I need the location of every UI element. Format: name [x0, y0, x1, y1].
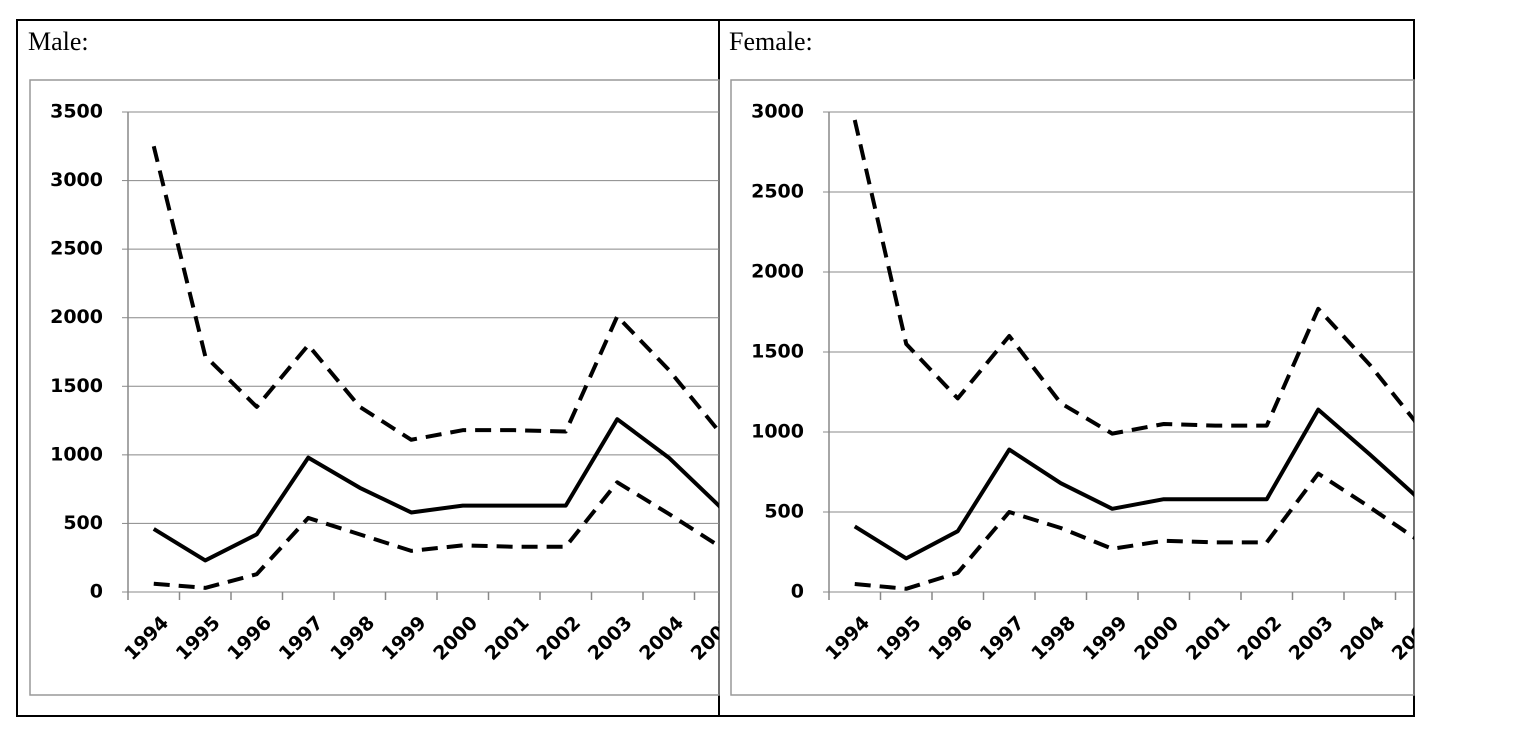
- y-tick-label: 1000: [751, 421, 804, 443]
- x-tick-label: 2004: [635, 612, 688, 665]
- data-line: [852, 119, 1414, 436]
- y-tick-label: 2000: [751, 261, 804, 283]
- x-tick-label: 2000: [429, 612, 482, 665]
- y-tick-label: 2500: [751, 181, 804, 203]
- y-tick-label: 3000: [751, 101, 804, 123]
- plot-frame: [29, 79, 720, 696]
- y-tick-label: 500: [764, 501, 804, 523]
- outer-frame: [16, 19, 1415, 717]
- x-tick-label: 1999: [1079, 612, 1132, 665]
- x-tick-label: 1995: [873, 612, 926, 665]
- chart-title: Female:: [729, 27, 813, 56]
- y-tick-label: 2000: [50, 306, 103, 328]
- x-tick-label: 1997: [275, 612, 328, 665]
- x-tick-label: 2000: [1130, 612, 1183, 665]
- data-line: [853, 407, 1414, 561]
- x-tick-label: 2001: [481, 612, 534, 665]
- y-tick-label: 3500: [50, 101, 103, 123]
- data-line: [151, 145, 719, 442]
- x-tick-label: 1996: [924, 612, 977, 665]
- x-tick-label: 1997: [976, 612, 1029, 665]
- y-tick-label: 1500: [50, 375, 103, 397]
- x-tick-label: 2002: [1233, 612, 1286, 665]
- data-line: [153, 480, 719, 590]
- y-tick-label: 1500: [751, 341, 804, 363]
- x-tick-label: 2004: [1336, 612, 1389, 665]
- x-tick-label: 1999: [378, 612, 431, 665]
- y-tick-label: 2500: [50, 238, 103, 260]
- y-tick-label: 3000: [50, 169, 103, 191]
- plot: 1994199519961997199819992000200120022003…: [120, 111, 719, 665]
- x-tick-label: 2003: [584, 612, 637, 665]
- data-line: [152, 417, 719, 563]
- x-tick-label: 2002: [532, 612, 585, 665]
- chart-title: Male:: [28, 27, 89, 56]
- x-tick-label: 1998: [326, 612, 379, 665]
- x-tick-label: 2001: [1182, 612, 1235, 665]
- x-tick-label: 1998: [1027, 612, 1080, 665]
- data-line: [854, 471, 1414, 591]
- x-tick-label: 1994: [821, 612, 874, 665]
- plot: 1994199519961997199819992000200120022003…: [821, 111, 1414, 665]
- y-tick-label: 0: [791, 581, 804, 603]
- y-tick-label: 1000: [50, 443, 103, 465]
- y-tick-label: 0: [90, 581, 103, 603]
- x-tick-label: 1995: [172, 612, 225, 665]
- x-tick-label: 1994: [120, 612, 173, 665]
- x-tick-label: 1996: [223, 612, 276, 665]
- x-tick-label: 2003: [1285, 612, 1338, 665]
- y-tick-label: 500: [63, 512, 103, 534]
- plot-frame: [730, 79, 1415, 696]
